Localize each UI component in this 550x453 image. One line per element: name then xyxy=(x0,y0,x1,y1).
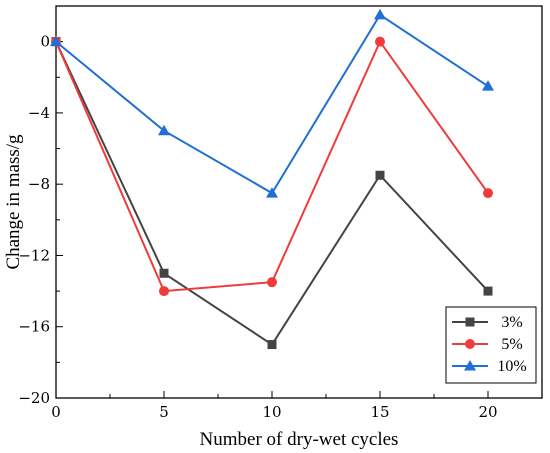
legend-marker xyxy=(465,317,475,327)
y-tick-label: 0 xyxy=(40,33,50,51)
legend-label: 5% xyxy=(501,336,522,353)
legend-marker xyxy=(465,339,475,349)
axis-ticks: 0 5 10 15 20 0 −4 −8 −12 −16 −20 xyxy=(18,5,543,421)
data-point-triangle xyxy=(50,35,62,47)
legend-label: 3% xyxy=(501,314,522,331)
data-point-square xyxy=(267,340,277,350)
series-line xyxy=(55,39,489,293)
y-tick-label: −12 xyxy=(18,246,50,264)
series-3 xyxy=(50,8,494,198)
x-axis-title: Number of dry-wet cycles xyxy=(200,429,399,450)
legend-marker xyxy=(464,360,476,371)
x-tick-label: 15 xyxy=(370,403,389,421)
legend-entry: 3% xyxy=(452,314,523,331)
legend-label: 10% xyxy=(497,358,526,375)
legend-entry: 5% xyxy=(452,336,523,353)
y-tick-label: −8 xyxy=(28,175,50,193)
plot-frame xyxy=(55,5,543,399)
legend: 3% 5% 10% xyxy=(445,306,537,384)
y-tick-label: −20 xyxy=(18,389,50,407)
data-point-square xyxy=(483,286,493,296)
series-line xyxy=(55,13,489,195)
x-tick-label: 10 xyxy=(262,403,281,421)
data-point-triangle xyxy=(158,124,170,136)
data-point-triangle xyxy=(482,80,494,91)
y-axis-title: Change in mass/g xyxy=(3,134,24,270)
legend-entry: 10% xyxy=(452,358,527,375)
x-tick-label: 5 xyxy=(159,403,169,421)
data-point-circle xyxy=(483,188,493,199)
y-tick-label: −4 xyxy=(28,104,50,122)
data-point-square xyxy=(375,170,385,180)
data-point-triangle xyxy=(374,8,386,20)
data-point-circle xyxy=(375,36,385,47)
data-point-circle xyxy=(159,286,169,297)
data-point-triangle xyxy=(266,187,278,198)
y-tick-label: −16 xyxy=(18,318,50,336)
x-tick-label: 0 xyxy=(51,403,61,421)
data-point-circle xyxy=(267,277,277,288)
data-point-square xyxy=(159,268,169,278)
series-layer xyxy=(50,8,494,350)
x-tick-label: 20 xyxy=(478,403,497,421)
series-2 xyxy=(51,36,493,297)
